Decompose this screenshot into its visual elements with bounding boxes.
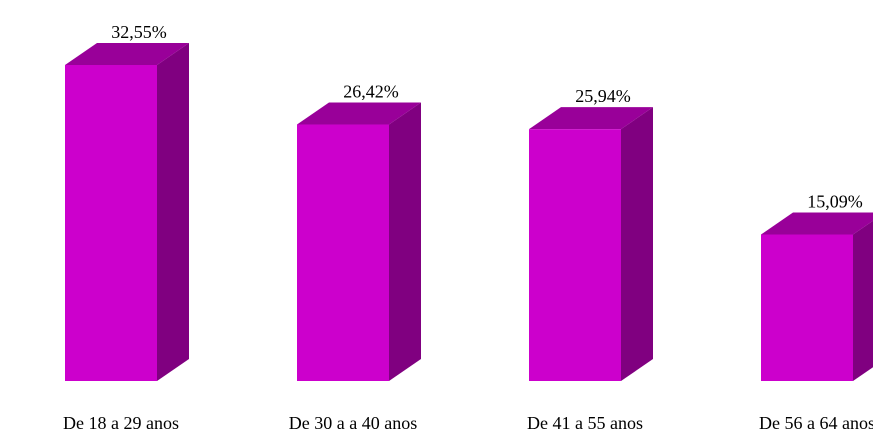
bar-front-face [529,129,621,381]
bars-group [65,43,873,382]
bar-top-face [297,102,421,125]
bar-top-face [529,107,653,130]
bar-front-face [761,234,853,381]
category-label-4: De 56 a 64 anos [759,413,873,433]
value-label-1: 32,55% [111,22,167,42]
value-label-4: 15,09% [807,192,863,212]
value-label-3: 25,94% [575,86,631,106]
value-label-2: 26,42% [343,82,399,102]
bar-top-face [761,212,873,235]
bar-top-face [65,43,189,65]
bar-side-face [389,102,421,381]
bar-side-face [853,220,873,381]
bar-3 [529,107,653,382]
bar-1 [65,43,189,381]
bar-front-face [297,124,389,382]
bar-side-face [157,43,189,381]
bar-4 [761,212,873,381]
bar-side-face [621,107,653,382]
category-label-2: De 30 a a 40 anos [288,413,418,433]
bar-2 [297,102,421,382]
bar-front-face [65,65,157,381]
value-labels-group: 32,55% 26,42% 25,94% 15,09% [111,22,863,212]
category-label-3: De 41 a 55 anos [527,413,643,433]
category-label-1: De 18 a 29 anos [63,413,179,433]
